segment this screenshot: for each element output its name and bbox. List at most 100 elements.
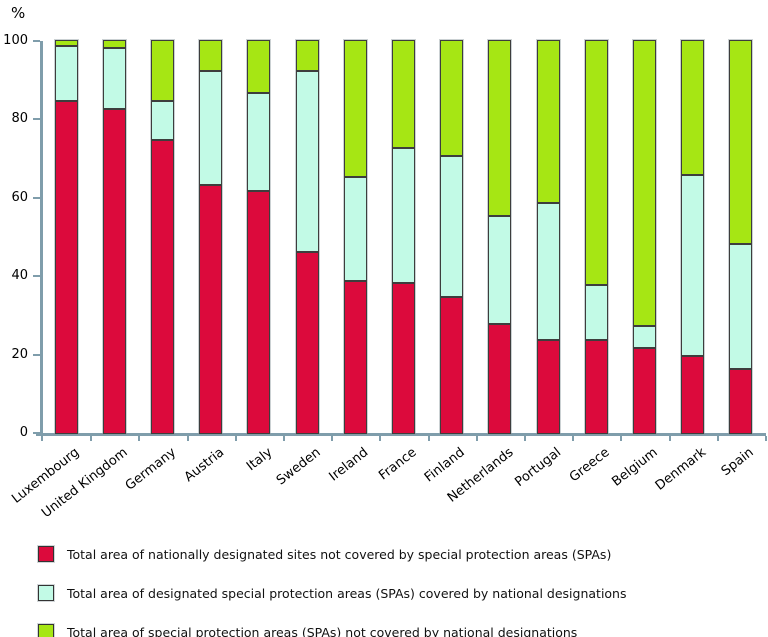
bar-luxembourg [54,40,78,434]
bar-segment [55,41,77,45]
y-tick-label: 60 [11,189,28,205]
bar-ireland [343,40,367,434]
bar-segment [633,325,655,347]
x-tick [41,436,43,441]
x-tick [475,436,478,441]
x-tick [668,436,671,441]
bar-segment [248,91,270,190]
y-tick [33,196,40,199]
x-category-label: Portugal [512,445,565,490]
x-tick [282,436,285,441]
y-tick-label: 80 [11,111,28,127]
bar-segment [682,354,704,433]
y-tick-label: 40 [11,268,28,284]
x-tick [427,436,430,441]
bar-segment [296,70,318,251]
legend-item: Total area of nationally designated site… [38,546,627,562]
bar-segment [344,280,366,433]
bar-segment [489,215,511,324]
y-tick-label: 0 [19,425,28,440]
x-category-label: Germany [122,445,179,494]
x-tick [90,436,93,441]
bar-segment [151,138,173,433]
x-category-label: Finland [422,445,468,486]
bar-segment [248,41,270,92]
y-tick [33,432,40,434]
y-axis-unit-label: % [11,4,26,22]
x-category-label: Ireland [326,445,372,485]
bar-segment [633,346,655,433]
bar-segment [585,284,607,339]
legend-label-spa-covered: Total area of designated special protect… [67,585,627,601]
bar-segment [55,44,77,100]
x-tick [138,436,141,441]
bar-spain [729,40,753,434]
bar-segment [537,201,559,339]
legend-label-spa-only: Total area of special protection areas (… [67,624,578,637]
y-tick [33,40,40,42]
legend-swatch-national-only [38,546,54,562]
bar-segment [296,250,318,433]
bar-segment [489,41,511,216]
x-category-label: Italy [243,445,276,475]
y-tick-label: 100 [3,33,28,48]
bar-finland [440,40,464,434]
bar-segment [200,41,222,71]
x-category-label: United Kingdom [38,445,131,522]
bar-segment [55,99,77,433]
bar-segment [585,41,607,285]
x-axis [36,433,766,436]
bar-segment [103,41,125,47]
bar-segment [730,41,752,243]
x-tick [572,436,575,441]
bar-segment [537,338,559,433]
bar-segment [296,41,318,71]
bar-segment [441,295,463,433]
x-tick [331,436,334,441]
bar-segment [103,46,125,108]
bar-portugal [536,40,560,434]
x-tick [379,436,382,441]
x-category-label: Greece [566,445,613,486]
x-category-label: Sweden [273,445,324,489]
x-tick [186,436,189,441]
y-tick [33,118,40,121]
x-tick [764,436,767,441]
bar-segment [392,282,414,433]
bar-sweden [295,40,319,434]
legend-label-national-only: Total area of nationally designated site… [67,546,612,562]
bar-segment [730,368,752,433]
bar-germany [150,40,174,434]
bar-segment [392,41,414,147]
bar-segment [537,41,559,202]
bar-segment [441,41,463,155]
x-tick [620,436,623,441]
x-category-label: Austria [181,445,227,486]
bar-segment [682,41,704,175]
legend-swatch-spa-covered [38,585,54,601]
x-category-label: France [376,445,420,484]
bar-segment [633,41,655,326]
legend-swatch-spa-only [38,624,54,637]
y-axis [40,41,43,436]
x-tick [234,436,237,441]
legend-item: Total area of special protection areas (… [38,624,627,637]
x-category-label: Denmark [652,445,709,494]
x-tick [716,436,719,441]
bar-segment [682,174,704,355]
y-tick-label: 20 [11,346,28,362]
bar-segment [441,154,463,296]
bar-segment [585,338,607,433]
bar-greece [584,40,608,434]
bar-austria [199,40,223,434]
bar-italy [247,40,271,434]
bar-france [391,40,415,434]
bar-belgium [632,40,656,434]
bar-segment [392,146,414,283]
bar-segment [489,323,511,433]
bar-denmark [681,40,705,434]
bar-united-kingdom [102,40,126,434]
legend-item: Total area of designated special protect… [38,585,627,601]
bar-netherlands [488,40,512,434]
